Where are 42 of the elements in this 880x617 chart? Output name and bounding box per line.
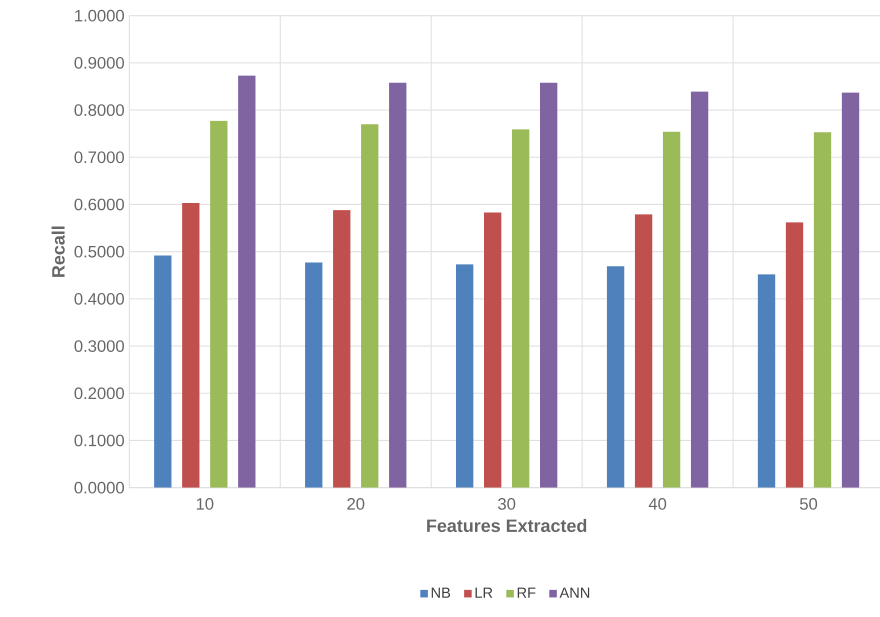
bar: [634, 214, 652, 488]
x-tick-label: 20: [347, 498, 364, 510]
bar: [540, 82, 558, 488]
legend-label: NB: [432, 588, 450, 598]
y-axis-title: Recall: [52, 226, 65, 277]
bar: [389, 82, 406, 488]
y-tick-label: 0.6000: [74, 198, 124, 210]
bar: [786, 222, 804, 488]
y-tick-label: 0.9000: [74, 56, 124, 69]
x-tick-label: 40: [648, 498, 666, 510]
bar: [182, 203, 200, 488]
y-tick-label: 0.5000: [74, 246, 124, 258]
y-tick-label: 1.0000: [75, 10, 124, 22]
legend-label: RF: [518, 588, 536, 598]
bar: [842, 92, 860, 488]
bar: [814, 132, 832, 488]
x-tick-label: 30: [498, 498, 516, 510]
bar: [238, 76, 256, 488]
bar: [210, 120, 228, 488]
legend-label: ANN: [560, 588, 590, 598]
x-tick-label: 10: [196, 498, 214, 510]
y-tick-label: 0.3000: [74, 340, 124, 352]
bar: [662, 132, 680, 488]
bar: [305, 262, 322, 488]
bar: [333, 210, 350, 488]
bar: [361, 124, 378, 488]
y-tick-label: 0.1000: [74, 434, 124, 446]
y-tick-label: 0.8000: [74, 104, 124, 116]
bar: [456, 264, 474, 488]
bar: [606, 266, 624, 488]
y-tick-label: 0.7000: [74, 151, 124, 164]
bar: [154, 255, 172, 488]
bar: [484, 212, 502, 488]
x-tick-label: 50: [800, 498, 818, 510]
bar: [758, 274, 776, 488]
y-tick-label: 0.2000: [74, 387, 124, 400]
legend-label: LR: [476, 588, 492, 598]
y-tick-label: 0.4000: [74, 292, 124, 305]
bar: [512, 129, 530, 488]
y-tick-label: 0.0000: [74, 482, 124, 494]
bar: [690, 92, 708, 488]
x-axis-title: Features Extracted: [427, 518, 586, 532]
